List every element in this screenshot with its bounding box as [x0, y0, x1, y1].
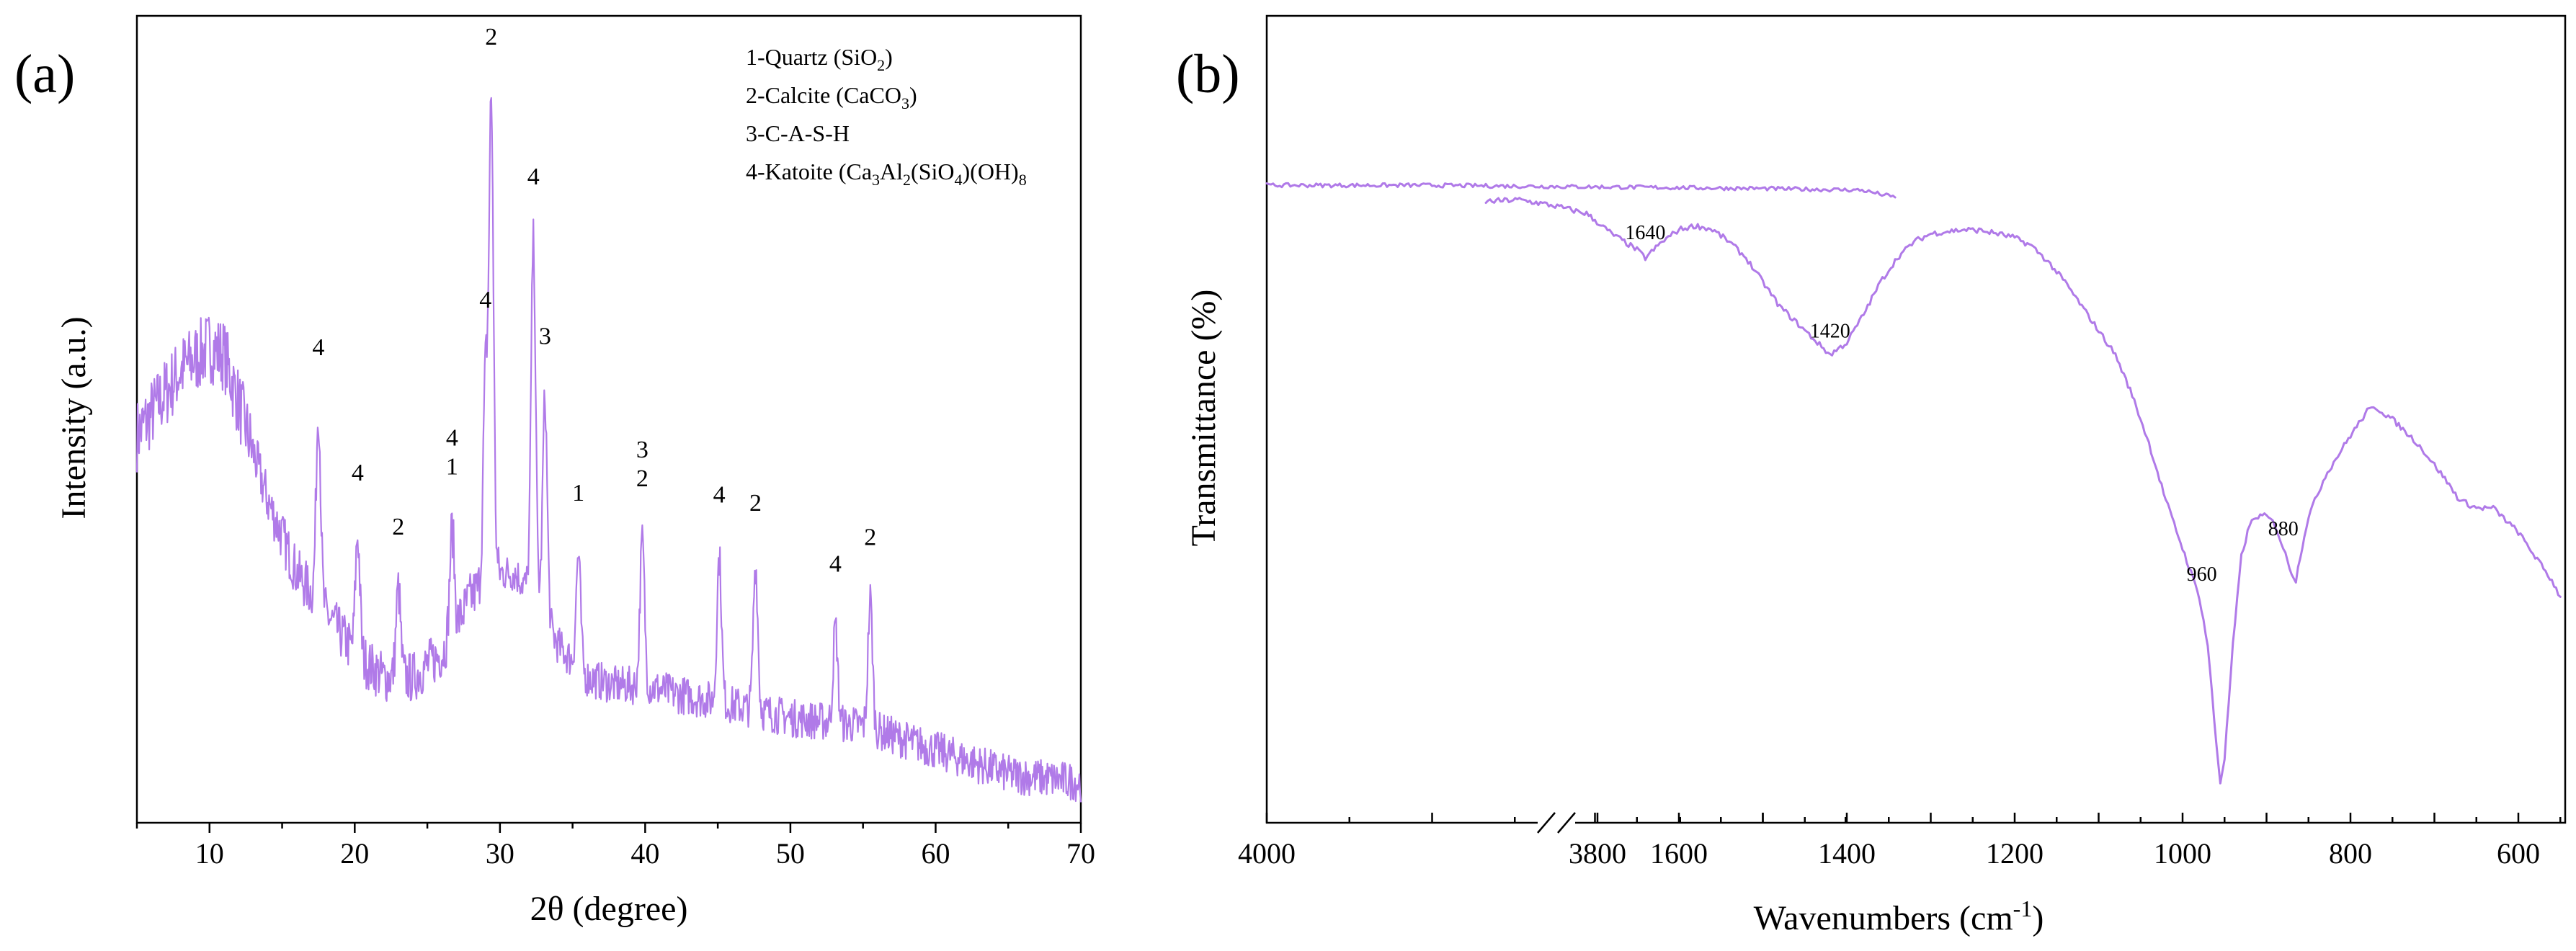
- legend-subscript: 3: [872, 171, 880, 189]
- xrd-pattern-line: [135, 97, 1082, 803]
- x-tick-label: 1600: [1650, 837, 1708, 870]
- peak-label-text: 4: [312, 334, 324, 361]
- y-axis-label-b: Transmittance (%): [1185, 290, 1223, 547]
- peak-label: 3: [539, 323, 551, 350]
- peak-label-text: 2: [392, 514, 404, 540]
- peak-label: 4: [352, 460, 364, 486]
- peak-label: 41: [446, 425, 458, 481]
- x-tick-label: 1400: [1818, 837, 1876, 870]
- axis-break-slash-left: [1537, 812, 1556, 834]
- peak-label-text: 4: [713, 482, 726, 509]
- legend-subscript: 8: [1019, 171, 1027, 189]
- peak-label: 4: [713, 482, 726, 509]
- peak-label: 4: [479, 287, 491, 313]
- legend-text: )(OH): [963, 158, 1019, 184]
- axis-break-gap: [1538, 820, 1575, 826]
- x-axis-label-a: 2θ (degree): [530, 890, 688, 928]
- x-tick-label: 50: [776, 837, 805, 870]
- peak-label: 2: [485, 24, 497, 50]
- axis-break-slash-right: [1557, 812, 1576, 834]
- phase-legend: 1-Quartz (SiO2)2-Calcite (CaCO3)3-C-A-S-…: [746, 44, 1027, 189]
- panel-label-b: (b): [1176, 44, 1240, 104]
- legend-entry: 3-C-A-S-H: [746, 120, 850, 146]
- legend-subscript: 2: [877, 56, 885, 74]
- peak-label: 2: [864, 524, 876, 551]
- x-tick-label: 1200: [1986, 837, 2044, 870]
- x-tick-label: 60: [921, 837, 950, 870]
- band-labels-b: 1640 1420 960 880: [1625, 222, 2298, 586]
- ftir-line-fingerprint: [1484, 197, 2562, 785]
- legend-text: ): [909, 82, 917, 108]
- legend-text: 4-Katoite (Ca: [746, 158, 872, 184]
- peak-label-text: 1: [572, 480, 584, 506]
- legend-subscript: 2: [903, 171, 911, 189]
- peak-label-text: 4: [479, 287, 491, 313]
- x-tick-label: 600: [2497, 837, 2540, 870]
- x-tick-label: 30: [486, 837, 514, 870]
- peak-label-bottom: 2: [636, 465, 649, 492]
- band-label: 1640: [1625, 222, 1665, 244]
- x-axis-label-b-sup: -1: [2013, 896, 2033, 921]
- legend-text: Al: [880, 158, 903, 184]
- x-tick-label: 3800: [1569, 837, 1626, 870]
- peak-label: 32: [636, 437, 649, 492]
- peak-label: 1: [572, 480, 584, 506]
- legend-text: 2-Calcite (CaCO: [746, 82, 901, 108]
- y-axis-label-a: Intensity (a.u.): [55, 316, 93, 519]
- legend-text: ): [885, 44, 893, 70]
- x-axis-label-b-main: Wavenumbers (cm: [1754, 899, 2013, 937]
- peak-label: 4: [312, 334, 324, 361]
- peak-label-top: 3: [636, 437, 649, 463]
- x-axis-ticks-a: 10 20 30 40 50 60 70: [135, 823, 1095, 870]
- band-label: 960: [2187, 563, 2217, 586]
- x-axis-label-b-end: ): [2032, 899, 2044, 937]
- panel-b: (b) 1640 1420 960 880 4000 3800 1600 1400 1200 1…: [1176, 14, 2567, 937]
- ftir-line-high-wavenumber: [1265, 182, 1897, 199]
- plot-frame-a: [135, 14, 1082, 824]
- x-axis-label-b: Wavenumbers (cm-1): [1754, 896, 2044, 937]
- peak-label-text: 3: [539, 323, 551, 350]
- peak-label-bottom: 1: [446, 454, 458, 481]
- peak-label: 2: [749, 490, 762, 517]
- x-tick-label: 70: [1066, 837, 1095, 870]
- legend-entry: 2-Calcite (CaCO3): [746, 82, 917, 112]
- peak-label-text: 2: [864, 524, 876, 551]
- x-tick-label: 20: [340, 837, 369, 870]
- peak-label-text: 2: [485, 24, 497, 50]
- xrd-series-group: [135, 97, 1082, 803]
- legend-entry: 1-Quartz (SiO2): [746, 44, 893, 74]
- axis-break-marker: [1537, 812, 1576, 834]
- ftir-series-group: [1265, 182, 2562, 785]
- x-axis-ticks-b: 4000 3800 1600 1400 1200 1000 800 600: [1238, 813, 2562, 870]
- legend-text: 3-C-A-S-H: [746, 120, 850, 146]
- x-tick-label: 1000: [2154, 837, 2211, 870]
- plot-frame-b: [1265, 14, 2567, 824]
- panel-label-a: (a): [14, 44, 75, 104]
- x-tick-label: 4000: [1238, 837, 1296, 870]
- x-tick-label: 800: [2329, 837, 2372, 870]
- legend-text: 1-Quartz (SiO: [746, 44, 877, 70]
- legend-subscript: 4: [955, 171, 963, 189]
- peak-label-top: 4: [446, 425, 458, 452]
- peak-label: 2: [392, 514, 404, 540]
- peak-label: 4: [527, 164, 540, 190]
- x-tick-label: 10: [195, 837, 224, 870]
- legend-text: (SiO: [911, 158, 954, 184]
- band-label: 880: [2268, 518, 2299, 540]
- legend-subscript: 3: [901, 94, 909, 112]
- peak-label-text: 2: [749, 490, 762, 517]
- peak-label: 4: [829, 551, 842, 578]
- x-tick-label: 40: [630, 837, 659, 870]
- band-label: 1420: [1810, 320, 1850, 342]
- peak-label-text: 4: [352, 460, 364, 486]
- legend-entry: 4-Katoite (Ca3Al2(SiO4)(OH)8: [746, 158, 1027, 189]
- peak-label-text: 4: [829, 551, 842, 578]
- peak-label-text: 4: [527, 164, 540, 190]
